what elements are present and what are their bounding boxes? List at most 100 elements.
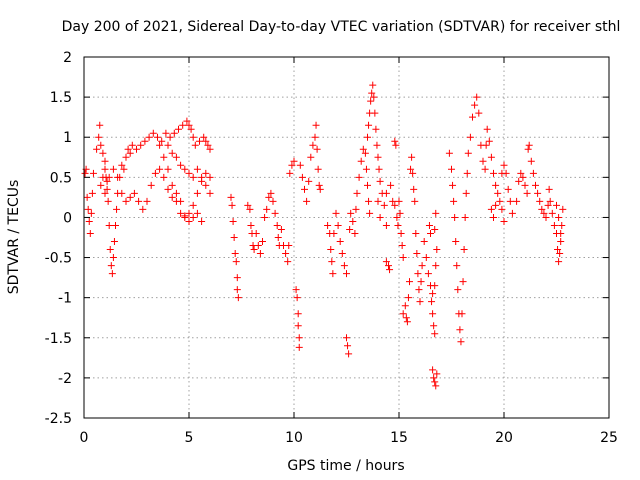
data-point bbox=[351, 229, 359, 237]
data-point bbox=[464, 149, 472, 157]
data-point bbox=[523, 189, 531, 197]
data-point bbox=[83, 193, 91, 201]
data-point bbox=[166, 133, 174, 141]
data-point bbox=[96, 121, 104, 129]
data-point bbox=[416, 298, 424, 306]
data-point bbox=[101, 165, 109, 173]
data-point bbox=[397, 229, 405, 237]
data-point bbox=[394, 221, 402, 229]
data-point bbox=[294, 310, 302, 318]
data-point bbox=[269, 197, 277, 205]
data-point bbox=[172, 153, 180, 161]
data-point bbox=[301, 185, 308, 193]
data-point bbox=[149, 129, 157, 137]
data-point bbox=[95, 133, 103, 141]
data-point bbox=[160, 173, 168, 181]
data-point bbox=[558, 221, 566, 229]
data-point bbox=[420, 238, 428, 246]
data-point bbox=[267, 189, 275, 197]
data-point bbox=[252, 229, 260, 237]
data-point bbox=[254, 242, 262, 250]
data-point bbox=[233, 274, 241, 282]
data-point bbox=[399, 254, 407, 262]
data-point bbox=[133, 145, 140, 153]
data-point bbox=[429, 290, 437, 298]
data-point bbox=[398, 242, 406, 250]
data-point bbox=[352, 205, 360, 213]
data-point bbox=[294, 322, 302, 330]
x-tick-label: 25 bbox=[600, 430, 618, 446]
data-point bbox=[525, 141, 533, 149]
data-point bbox=[141, 137, 149, 145]
data-point bbox=[432, 382, 440, 390]
data-point bbox=[429, 310, 437, 318]
data-point bbox=[274, 234, 282, 241]
data-point bbox=[128, 141, 136, 149]
data-point bbox=[359, 145, 367, 153]
data-point bbox=[233, 286, 241, 294]
data-point bbox=[101, 157, 109, 165]
data-point bbox=[366, 209, 374, 217]
data-point bbox=[494, 189, 502, 197]
data-point bbox=[374, 153, 382, 161]
data-point bbox=[483, 125, 491, 133]
data-point bbox=[340, 262, 348, 270]
data-point bbox=[469, 113, 476, 121]
data-point bbox=[376, 177, 384, 185]
data-point bbox=[482, 141, 490, 149]
data-point bbox=[382, 189, 390, 197]
data-point bbox=[307, 153, 315, 161]
data-point bbox=[347, 209, 355, 217]
data-point bbox=[508, 209, 516, 217]
data-point bbox=[228, 201, 236, 209]
data-point bbox=[181, 165, 189, 173]
y-tick-label: 1.5 bbox=[50, 90, 72, 106]
data-point bbox=[244, 201, 252, 209]
data-point bbox=[504, 185, 512, 193]
data-point bbox=[475, 109, 483, 117]
data-point bbox=[328, 258, 336, 266]
data-point bbox=[183, 117, 191, 125]
data-point bbox=[189, 173, 197, 181]
data-point bbox=[286, 169, 294, 177]
data-point bbox=[473, 93, 481, 101]
data-point bbox=[189, 213, 197, 221]
data-point bbox=[554, 246, 562, 254]
plot-frame bbox=[83, 56, 610, 419]
data-point bbox=[160, 153, 168, 161]
data-point bbox=[433, 246, 441, 254]
data-point bbox=[168, 149, 176, 157]
data-point bbox=[338, 250, 346, 258]
data-point bbox=[431, 378, 439, 386]
y-tick-labels: -2.5 -2 -1.5 -1 -0.5 0 0.5 1 1.5 2 bbox=[45, 50, 72, 427]
data-point bbox=[172, 197, 180, 205]
data-point bbox=[97, 141, 105, 149]
data-point bbox=[332, 209, 340, 217]
data-point bbox=[456, 326, 464, 334]
data-point bbox=[93, 145, 101, 153]
data-point bbox=[413, 250, 421, 258]
data-point bbox=[534, 189, 542, 197]
data-point bbox=[399, 310, 407, 318]
data-point bbox=[88, 189, 96, 197]
y-tick-label: -1 bbox=[58, 291, 72, 307]
data-point bbox=[189, 201, 197, 209]
data-point bbox=[311, 133, 319, 141]
data-point bbox=[164, 165, 172, 173]
data-point bbox=[295, 343, 303, 351]
x-tick-labels: 0 5 10 15 20 25 bbox=[80, 430, 618, 446]
data-point bbox=[89, 169, 97, 177]
data-point bbox=[118, 189, 126, 197]
data-point bbox=[349, 217, 357, 225]
data-point bbox=[282, 250, 290, 258]
data-point bbox=[459, 278, 467, 286]
data-point bbox=[87, 209, 95, 217]
data-point bbox=[460, 246, 468, 254]
data-point bbox=[298, 173, 306, 181]
y-tick-label: -0.5 bbox=[45, 251, 72, 267]
data-point bbox=[546, 197, 554, 205]
data-point bbox=[344, 342, 352, 350]
data-point bbox=[500, 161, 508, 169]
data-point bbox=[168, 193, 176, 201]
data-point bbox=[502, 169, 510, 177]
